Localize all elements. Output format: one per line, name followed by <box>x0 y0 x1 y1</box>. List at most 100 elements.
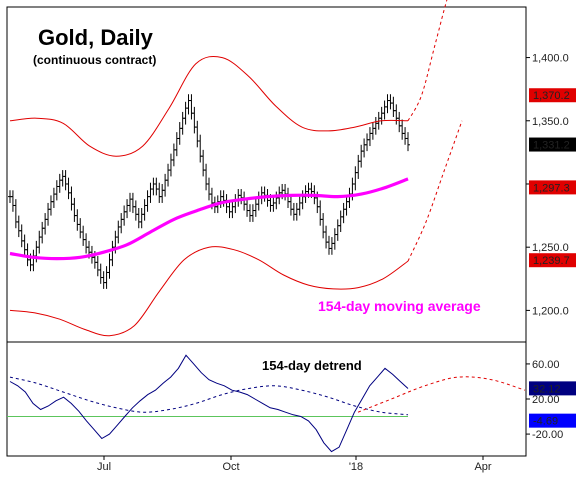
price-bar <box>174 132 179 157</box>
value-tag: -4.69 <box>529 413 576 428</box>
price-bar <box>183 101 188 125</box>
price-bar <box>373 116 378 135</box>
detrend-cycle-projection-line <box>357 376 526 413</box>
price-bar <box>130 192 135 214</box>
price-bar <box>256 191 261 211</box>
price-bar <box>201 149 206 177</box>
price-bar <box>403 127 408 145</box>
price-bar <box>347 187 352 208</box>
price-bar <box>391 96 396 117</box>
x-tick-label: '18 <box>349 461 363 473</box>
price-bar <box>116 220 121 244</box>
price-bar <box>66 177 71 200</box>
price-bar <box>81 225 86 246</box>
value-tag-label: -4.69 <box>533 416 558 428</box>
price-bar <box>294 202 299 221</box>
price-bar <box>250 204 255 222</box>
price-bar <box>192 106 197 134</box>
price-bar <box>253 197 258 217</box>
price-bar <box>19 224 24 248</box>
price-bar <box>326 235 331 255</box>
price-bar <box>356 154 361 179</box>
price-bar <box>57 173 62 193</box>
price-bar <box>10 190 15 212</box>
price-bar <box>227 200 232 219</box>
price-bar <box>198 134 203 163</box>
price-bar <box>163 173 168 197</box>
annotation-moving-average: 154-day moving average <box>318 298 481 314</box>
price-bar <box>63 170 68 191</box>
price-bar <box>397 111 402 133</box>
price-bar <box>271 196 276 212</box>
annotation-detrend: 154-day detrend <box>262 358 362 373</box>
price-bar <box>365 133 370 152</box>
price-bar <box>230 200 235 219</box>
y-tick-label: 60.00 <box>532 359 560 371</box>
price-bar <box>274 191 279 210</box>
x-tick-label: Jul <box>97 461 111 473</box>
price-bar <box>31 249 36 272</box>
price-bar <box>353 166 358 191</box>
price-bar <box>136 208 141 229</box>
price-bar <box>54 180 59 201</box>
price-bar <box>242 191 247 211</box>
price-bar <box>379 106 384 125</box>
154-day-detrend-line <box>9 354 409 453</box>
price-bar <box>69 186 74 211</box>
price-bar <box>195 120 200 148</box>
value-tag: 1,370.2 <box>529 88 576 103</box>
price-bar <box>95 256 100 277</box>
price-bar <box>154 177 159 196</box>
price-bar <box>338 210 343 233</box>
x-tick-label: Oct <box>222 461 239 473</box>
price-bar <box>382 100 387 120</box>
price-bar <box>13 199 18 229</box>
x-tick-label: Apr <box>474 461 491 473</box>
154-day-moving-average-line <box>9 177 409 261</box>
price-bar <box>101 271 106 289</box>
chart-subtitle: (continuous contract) <box>33 53 156 67</box>
price-bar <box>388 94 393 110</box>
y-tick-label: 1,350.0 <box>532 116 569 128</box>
value-tag-label: 1,331.2 <box>533 140 570 152</box>
price-bar <box>297 196 302 216</box>
price-overlay-lines <box>9 0 463 337</box>
price-bar <box>370 122 375 140</box>
price-bars <box>8 94 410 289</box>
price-bar <box>291 202 296 221</box>
price-bar <box>145 190 150 212</box>
price-bar <box>142 199 147 221</box>
price-bar <box>75 209 80 231</box>
price-bar <box>107 253 112 279</box>
price-bar <box>48 195 53 216</box>
price-bar <box>262 186 267 202</box>
value-tag: 1,239.7 <box>529 253 576 267</box>
price-bar <box>72 197 77 222</box>
price-bar <box>318 200 323 226</box>
lower-band-projection-line <box>407 120 463 262</box>
value-tag: 1,331.2 <box>529 137 576 152</box>
price-bar <box>127 192 132 212</box>
price-bar <box>189 94 194 120</box>
price-bar <box>157 182 162 203</box>
price-bar <box>151 177 156 196</box>
price-bar <box>122 205 127 226</box>
value-tag: 32.12 <box>529 381 576 396</box>
price-bar <box>204 163 209 191</box>
detrend-cycle-line <box>9 376 409 416</box>
price-bar <box>166 163 171 187</box>
price-bar <box>344 195 349 216</box>
price-bar <box>84 233 89 254</box>
y-tick-label: 1,250.0 <box>532 242 569 254</box>
value-tag-label: 32.12 <box>533 383 561 395</box>
price-bar <box>218 190 223 208</box>
price-bar <box>51 187 56 208</box>
price-bar <box>321 213 326 239</box>
price-bar <box>247 204 252 222</box>
price-bar <box>177 122 182 145</box>
price-bar <box>43 213 48 235</box>
value-tag: 1,297.3 <box>529 180 576 195</box>
price-bar <box>259 186 264 205</box>
lower-band-line <box>9 246 409 337</box>
